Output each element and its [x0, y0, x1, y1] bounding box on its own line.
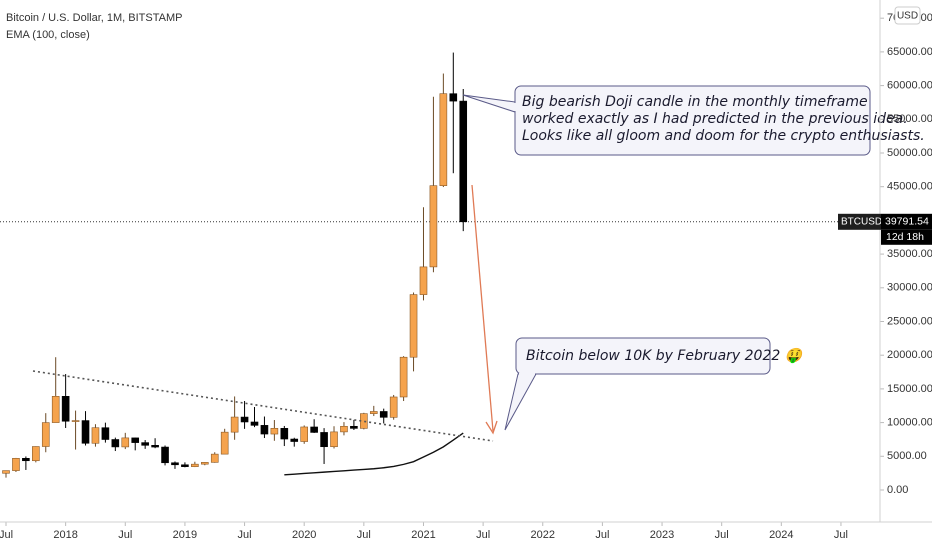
candle-body: [280, 428, 289, 440]
candle-body: [131, 437, 140, 443]
countdown-bg: [881, 229, 932, 245]
candle-body: [449, 93, 458, 102]
candle-body: [151, 445, 159, 448]
x-tick-label: Jul: [834, 529, 848, 541]
candle-body: [260, 425, 269, 435]
candle-body: [399, 356, 408, 398]
arrow-head: [485, 420, 498, 435]
candle-body: [379, 411, 388, 418]
y-tick-label: 25000.00: [887, 315, 932, 327]
y-tick-label: 10000.00: [887, 416, 932, 428]
y-tick-label: 60000.00: [887, 80, 932, 92]
x-tick-label: Jul: [715, 529, 729, 541]
y-tick-label: 5000.00: [887, 450, 927, 462]
candle-body: [220, 431, 229, 455]
callout-text: Big bearish Doji candle in the monthly t…: [522, 94, 868, 110]
x-tick-label: 2018: [53, 529, 77, 541]
candle-body: [210, 453, 219, 463]
candle-body: [181, 464, 189, 467]
x-tick-label: 2023: [650, 529, 674, 541]
indicator-label: EMA (100, close): [6, 29, 90, 41]
candle-body: [81, 420, 90, 444]
candle-body: [270, 428, 279, 435]
plot-area: [0, 17, 884, 526]
x-tick-label: 2019: [173, 529, 197, 541]
candle-body: [330, 431, 338, 448]
x-tick-label: 2024: [769, 529, 793, 541]
y-tick-label: 30000.00: [887, 282, 932, 294]
y-tick-label: 55000.00: [887, 113, 932, 125]
candle-body: [71, 420, 80, 422]
x-tick-label: Jul: [595, 529, 609, 541]
candle-body: [409, 294, 418, 358]
candle-body: [161, 446, 169, 464]
candle-body: [300, 426, 309, 442]
candle-body: [230, 416, 239, 433]
candle-body: [171, 462, 179, 466]
y-tick-label: 50000.00: [887, 147, 932, 159]
candle-body: [111, 439, 120, 448]
candle-body: [350, 425, 358, 429]
candle-body: [61, 396, 70, 422]
candle-body: [101, 427, 110, 440]
price-tag-symbol-bg: [838, 213, 881, 230]
x-tick-label: 2022: [531, 529, 555, 541]
candle-body: [389, 396, 398, 418]
candle-body: [22, 458, 30, 462]
x-tick-label: Jul: [0, 529, 13, 541]
arrow-line: [471, 184, 494, 432]
currency-button: USD: [897, 11, 918, 22]
candle-body: [459, 100, 468, 223]
x-tick-label: Jul: [357, 529, 371, 541]
chart-title: Bitcoin / U.S. Dollar, 1M, BITSTAMP: [6, 12, 182, 24]
x-tick-label: Jul: [476, 529, 490, 541]
candle-body: [419, 266, 428, 295]
currency-button-bg: [894, 6, 921, 25]
candle-body: [320, 432, 328, 448]
callout-text: Bitcoin below 10K by February 2022 🤑: [526, 347, 805, 364]
ema-line: [284, 432, 464, 476]
price-tag-value: 39791.54: [885, 216, 929, 228]
y-tick-label: 45000.00: [887, 181, 932, 193]
callout-box: [515, 337, 771, 375]
candle-body: [41, 422, 50, 447]
candle-body: [12, 458, 20, 471]
overlay: 0.00 5000.00 10000.00 15000.00 20000.00 25000…: [0, 6, 932, 541]
candle-body: [141, 442, 149, 446]
countdown: 12d 18h: [886, 231, 924, 243]
price-tag-bg: [881, 213, 932, 230]
x-tick-label: 2020: [292, 529, 316, 541]
callout-text: Looks like all gloom and doom for the cr…: [522, 128, 925, 144]
candle-body: [429, 185, 438, 268]
candle-body: [290, 438, 299, 442]
candle-body: [240, 416, 249, 423]
y-tick-label: 65000.00: [887, 46, 932, 58]
candle-body: [91, 427, 100, 444]
candle-body: [32, 446, 40, 462]
candle-body: [310, 426, 318, 433]
candle-body: [250, 421, 259, 426]
candle-body: [340, 425, 348, 433]
y-tick-label: 0.00: [887, 484, 908, 496]
candle-body: [2, 470, 10, 474]
candle-body: [201, 462, 209, 465]
y-tick-label: 15000.00: [887, 383, 932, 395]
candle-body: [191, 463, 199, 467]
y-tick-label: 20000.00: [887, 349, 932, 361]
y-tick-label: 35000.00: [887, 248, 932, 260]
candle-body: [369, 411, 378, 414]
price-tag-symbol: BTCUSD: [841, 216, 882, 227]
candle-body: [360, 413, 368, 429]
x-tick-label: Jul: [118, 529, 132, 541]
candle-body: [51, 396, 60, 423]
x-tick-label: Jul: [238, 529, 252, 541]
candle-body: [439, 93, 448, 186]
candle-body: [121, 437, 130, 448]
x-tick-label: 2021: [411, 529, 435, 541]
callout-box: [514, 85, 871, 156]
callout-text: worked exactly as I had predicted in the…: [522, 111, 908, 127]
